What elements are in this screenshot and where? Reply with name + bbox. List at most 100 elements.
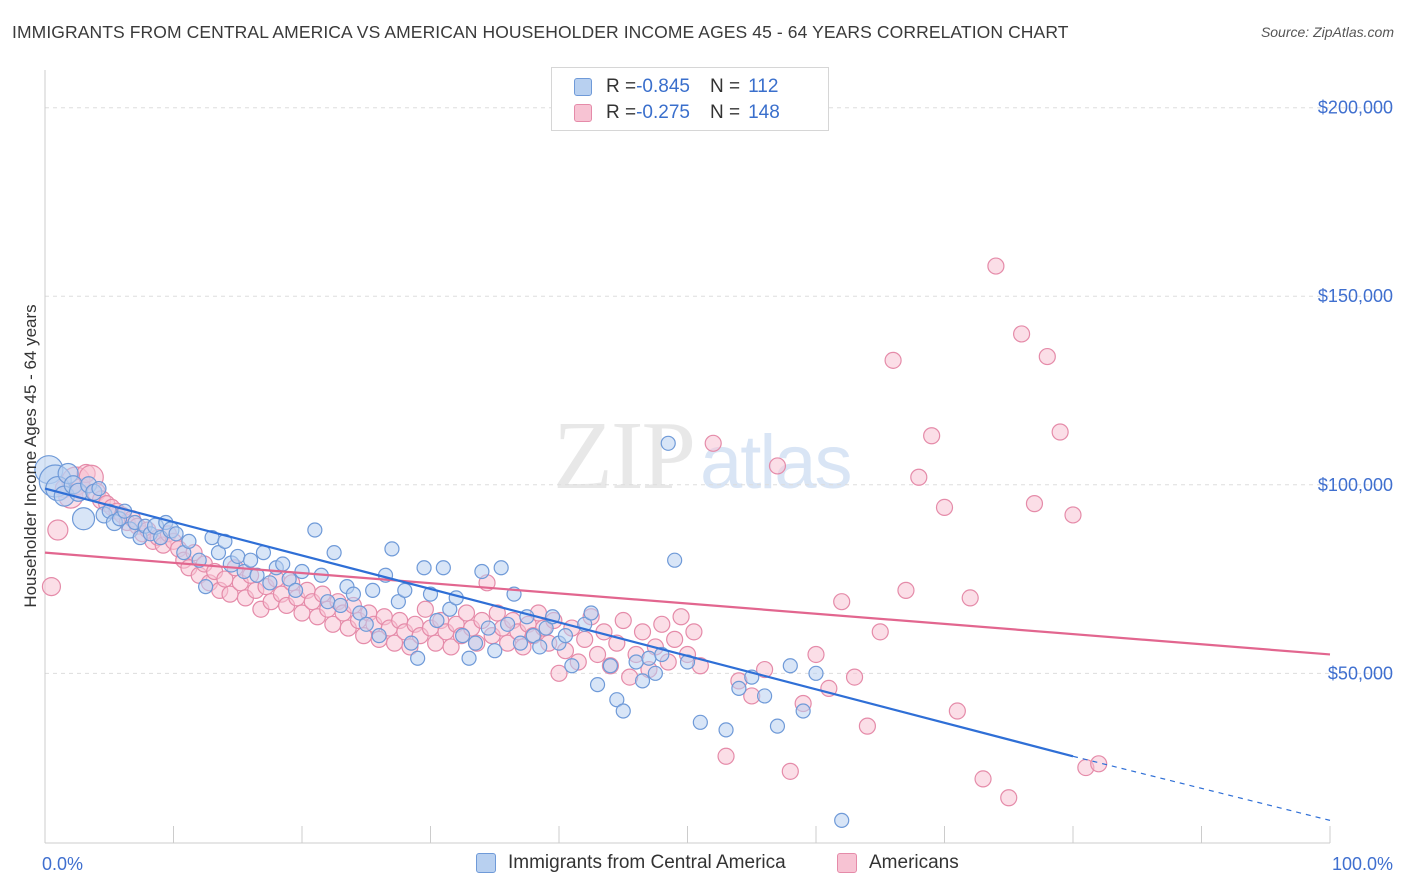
central-america-point (326, 545, 342, 561)
americans-point (1025, 495, 1044, 513)
central-america-trendline (44, 487, 1074, 758)
central-america-point (525, 628, 541, 644)
legend-n-value: 148 (748, 102, 780, 123)
central-america-point (660, 435, 676, 451)
axes (44, 70, 1331, 844)
central-america-trendline-extension (1072, 755, 1331, 821)
legend-n-label: N = (709, 102, 741, 123)
central-america-point (429, 612, 445, 629)
central-america-point (390, 594, 406, 610)
central-america-point (230, 548, 246, 565)
legend-swatch-blue (574, 78, 592, 96)
legend-label: Americans (869, 852, 959, 873)
americans-point (488, 604, 506, 622)
stats-legend: R = -0.845 N = 112 R = -0.275 N = 148 (551, 67, 829, 131)
americans-point (1012, 325, 1031, 343)
central-america-point (808, 665, 824, 681)
americans-point (961, 589, 979, 607)
central-america-point (181, 533, 197, 549)
americans-point (588, 645, 607, 664)
central-america-point (198, 578, 214, 595)
americans-point (884, 351, 902, 369)
central-america-point (834, 812, 850, 828)
central-america-point (583, 605, 599, 621)
americans-point (47, 519, 69, 541)
central-america-point (91, 480, 107, 497)
x-tick-label: 0.0% (42, 854, 83, 874)
americans-point (653, 615, 671, 633)
legend-r-label: R = (606, 102, 637, 123)
americans-point (41, 576, 62, 597)
americans-point (576, 630, 594, 648)
central-america-point (718, 722, 734, 738)
americans-point (923, 427, 941, 445)
americans-point (858, 717, 877, 735)
americans-point (1038, 347, 1056, 366)
central-america-point (358, 616, 374, 632)
americans-point (897, 581, 915, 599)
americans-point (614, 611, 632, 630)
americans-point (807, 645, 825, 664)
central-america-point (435, 560, 451, 576)
source-label: Source: ZipAtlas.com (1260, 24, 1394, 40)
central-america-point (474, 563, 490, 580)
y-tick-label: $150,000 (1318, 286, 1393, 306)
y-axis-title: Householder Income Ages 45 - 64 years (21, 304, 40, 607)
central-america-point (634, 673, 651, 689)
central-america-point (731, 680, 747, 697)
watermark: ZIPatlas (553, 400, 853, 512)
central-america-point (667, 552, 683, 568)
central-america-point (365, 582, 381, 598)
americans-point (974, 770, 992, 788)
central-america-point (461, 650, 477, 666)
americans-point (1000, 789, 1018, 807)
central-america-point (332, 597, 349, 614)
central-america-point (769, 718, 786, 734)
americans-point (685, 623, 703, 641)
central-america-point (512, 635, 529, 651)
legend-swatch-pink (574, 104, 592, 122)
central-america-point (371, 628, 387, 644)
chart-title: IMMIGRANTS FROM CENTRAL AMERICA VS AMERI… (12, 22, 1069, 42)
americans-point (633, 623, 652, 641)
central-america-point (589, 677, 606, 693)
central-america-point (692, 714, 708, 730)
central-america-point (275, 556, 291, 572)
americans-point (871, 623, 889, 641)
central-america-point (628, 654, 644, 670)
americans-point (1051, 423, 1069, 441)
americans-point (666, 630, 684, 648)
americans-point (845, 668, 864, 686)
americans-point (1064, 506, 1082, 524)
central-america-point (532, 639, 548, 655)
americans-point (833, 593, 851, 611)
americans-point (717, 747, 735, 765)
central-america-point (756, 688, 773, 704)
central-america-point (320, 594, 336, 610)
legend-row-americans: R = -0.275 N = 148 (574, 101, 780, 125)
legend-r-value: -0.845 (636, 76, 690, 97)
americans-point (768, 457, 787, 475)
central-america-point (500, 616, 516, 632)
central-america-point (294, 563, 310, 580)
central-america-point (480, 620, 496, 636)
americans-point (672, 608, 690, 626)
central-america-point (243, 552, 259, 568)
central-america-point (384, 541, 400, 557)
y-tick-label: $100,000 (1318, 475, 1393, 495)
central-america-point (493, 560, 509, 576)
central-america-point (455, 628, 471, 644)
central-america-point (397, 582, 413, 598)
watermark-zip: ZIP (553, 402, 696, 510)
legend-n-label: N = (709, 76, 741, 97)
y-tick-label: $50,000 (1328, 663, 1393, 683)
central-america-point (262, 575, 278, 591)
legend-item-central-america: Immigrants from Central America (476, 852, 786, 874)
americans-point (457, 604, 476, 622)
central-america-point (307, 522, 323, 538)
americans-point (442, 638, 460, 656)
central-america-point (615, 703, 631, 719)
legend-r-value: -0.275 (636, 102, 690, 123)
central-america-point (410, 650, 426, 666)
